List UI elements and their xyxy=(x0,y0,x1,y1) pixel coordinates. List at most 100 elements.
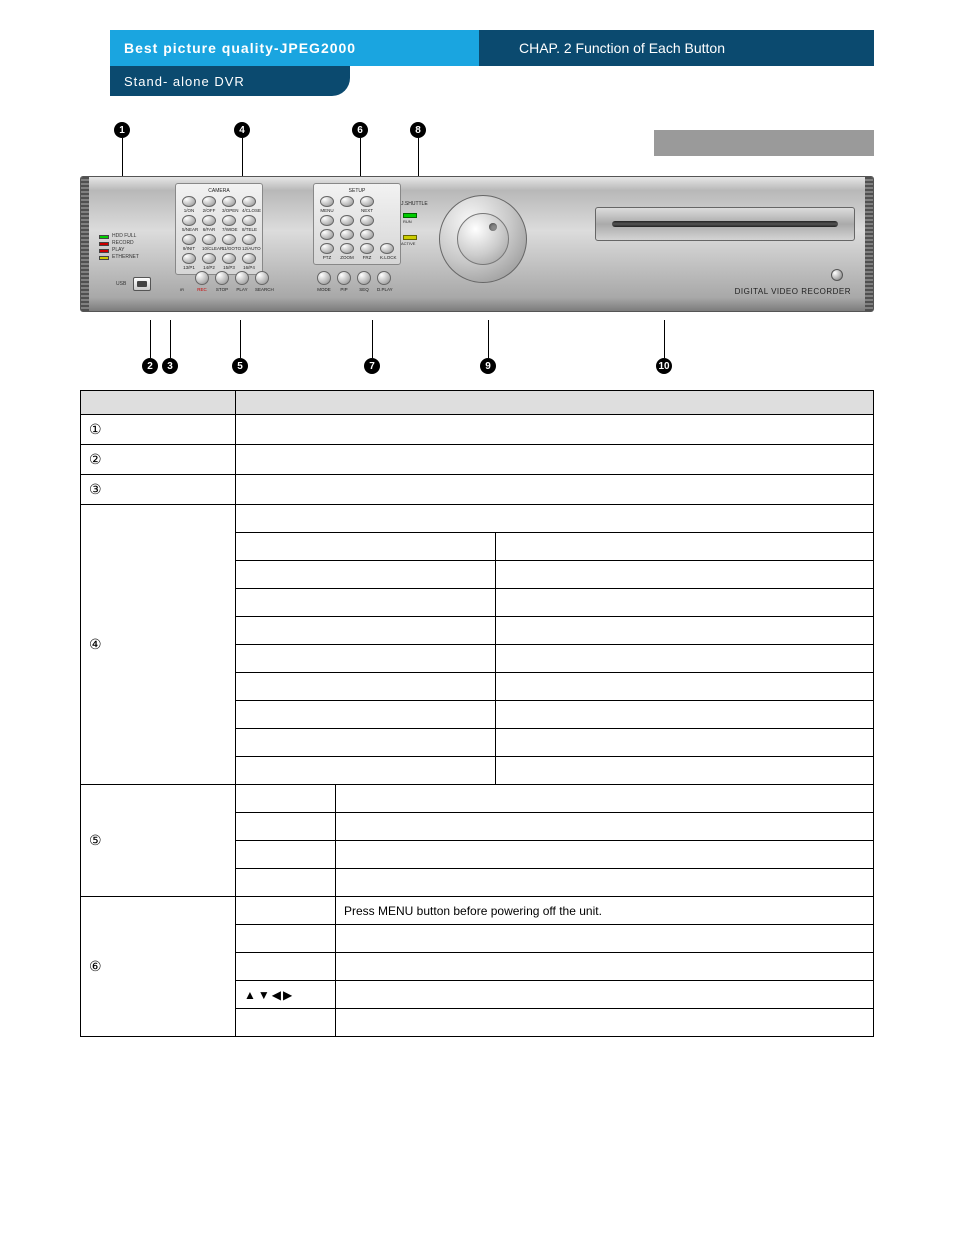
row-sub-b xyxy=(496,645,874,673)
th-num xyxy=(81,391,236,415)
camera-button[interactable] xyxy=(202,253,216,264)
setup-button[interactable] xyxy=(340,243,354,254)
row-sub-b: Press MENU button before powering off th… xyxy=(336,897,874,925)
row-sub-a xyxy=(236,561,496,589)
setup-button[interactable] xyxy=(360,196,374,207)
camera-button[interactable] xyxy=(242,215,256,226)
row-desc xyxy=(236,415,874,445)
camera-button[interactable] xyxy=(182,196,196,207)
row-sub-a xyxy=(236,925,336,953)
row-number: ⑤ xyxy=(89,832,102,848)
setup-button-group: SETUP MENUNEXTPTZZOOMFRZK.LOCK xyxy=(313,183,401,265)
status-led: HDD FULL xyxy=(99,233,139,240)
camera-button[interactable] xyxy=(222,196,236,207)
row-sub-a xyxy=(236,701,496,729)
camera-button-label: 8/TELE xyxy=(242,227,256,232)
jshuttle-active-led xyxy=(403,235,417,240)
camera-button-label: 10/CLEAR xyxy=(202,246,216,251)
camera-button-label: 11/GOTO xyxy=(222,246,236,251)
callout-6: 6 xyxy=(352,122,368,138)
setup-button-label: MENU xyxy=(320,208,334,213)
function-table: ① ② ③ ④ ⑤ ⑥Press MENU button before powering … xyxy=(80,390,874,1037)
row-sub-a xyxy=(236,617,496,645)
mode-label: SEQ xyxy=(357,287,371,292)
mode-pip-button[interactable] xyxy=(337,271,351,285)
mode-buttons: MODEPIPSEQD.PLAY xyxy=(317,271,391,292)
camera-button[interactable] xyxy=(242,196,256,207)
status-led: PLAY xyxy=(99,247,139,254)
jshuttle-label: J.SHUTTLE xyxy=(401,201,428,207)
transport-rec-button[interactable] xyxy=(195,271,209,285)
mode-d.play-button[interactable] xyxy=(377,271,391,285)
camera-button-label: 7/WIDE xyxy=(222,227,236,232)
setup-button[interactable] xyxy=(360,243,374,254)
panel-grip-right xyxy=(865,177,873,311)
setup-button[interactable] xyxy=(320,229,334,240)
table-row: ① xyxy=(81,415,874,445)
setup-button[interactable] xyxy=(340,196,354,207)
setup-button[interactable] xyxy=(320,196,334,207)
setup-button[interactable] xyxy=(360,229,374,240)
camera-button[interactable] xyxy=(242,234,256,245)
row-sub-a xyxy=(236,953,336,981)
transport-search-button[interactable] xyxy=(255,271,269,285)
camera-button[interactable] xyxy=(202,234,216,245)
row-number: ② xyxy=(89,451,102,467)
dvr-product-label: DIGITAL VIDEO RECORDER xyxy=(735,287,851,296)
header-bar: Best picture quality - JPEG2000 CHAP. 2 … xyxy=(110,30,874,66)
camera-button[interactable] xyxy=(182,234,196,245)
callout-3: 3 xyxy=(162,358,178,374)
row-sub-a xyxy=(236,729,496,757)
transport-stop-button[interactable] xyxy=(215,271,229,285)
table-row: ④ xyxy=(81,505,874,533)
cdrw-drive[interactable] xyxy=(595,207,855,241)
setup-button[interactable] xyxy=(320,243,334,254)
camera-button[interactable] xyxy=(222,234,236,245)
page: Best picture quality - JPEG2000 CHAP. 2 … xyxy=(0,0,954,1077)
camera-button[interactable] xyxy=(222,215,236,226)
camera-button[interactable] xyxy=(222,253,236,264)
setup-group-title: SETUP xyxy=(320,188,394,194)
camera-button[interactable] xyxy=(182,215,196,226)
row-desc xyxy=(236,505,874,533)
row-sub-a: ▲▼◀▶ xyxy=(236,981,336,1009)
chapter-label: CHAP. 2 Function of Each Button xyxy=(519,40,725,56)
header-subtitle: Stand- alone DVR xyxy=(110,66,350,96)
row-sub-a xyxy=(236,785,336,813)
camera-button-label: 5/NEAR xyxy=(182,227,196,232)
row-sub-a xyxy=(236,897,336,925)
dvr-front-panel: HDD FULLRECORDPLAYETHERNET USB CAMERA 1/… xyxy=(80,176,874,312)
transport-play-button[interactable] xyxy=(235,271,249,285)
row-sub-b xyxy=(336,813,874,841)
setup-button[interactable] xyxy=(380,243,394,254)
camera-button[interactable] xyxy=(182,253,196,264)
mode-seq-button[interactable] xyxy=(357,271,371,285)
setup-button-label: FRZ xyxy=(360,255,374,260)
camera-button[interactable] xyxy=(202,196,216,207)
mode-mode-button[interactable] xyxy=(317,271,331,285)
callout-8: 8 xyxy=(410,122,426,138)
th-desc xyxy=(236,391,874,415)
camera-button[interactable] xyxy=(242,253,256,264)
setup-button[interactable] xyxy=(320,215,334,226)
setup-button[interactable] xyxy=(340,215,354,226)
front-panel-diagram: 1468 HDD FULLRECORDPLAYETHERNET USB CAME… xyxy=(80,176,874,380)
camera-button-label: 16/P4 xyxy=(242,265,256,270)
usb-port[interactable] xyxy=(133,277,151,291)
row-sub-b xyxy=(496,561,874,589)
camera-button-label: 14/P2 xyxy=(202,265,216,270)
jog-shuttle-dial[interactable] xyxy=(439,195,527,283)
camera-button[interactable] xyxy=(202,215,216,226)
row-sub-b xyxy=(496,757,874,785)
setup-button[interactable] xyxy=(340,229,354,240)
camera-button-group: CAMERA 1/ON2/OFF3/OPEN4/CLOSE5/NEAR6/FAR… xyxy=(175,183,263,275)
power-led xyxy=(831,269,843,281)
camera-button-label: 13/P1 xyxy=(182,265,196,270)
subtitle-text: Stand- alone DVR xyxy=(124,74,245,89)
row-sub-a xyxy=(236,841,336,869)
table-row: ⑥Press MENU button before powering off t… xyxy=(81,897,874,925)
setup-button[interactable] xyxy=(360,215,374,226)
row-number: ③ xyxy=(89,481,102,497)
camera-button-label: 12/AUTO xyxy=(242,246,256,251)
row-sub-a xyxy=(236,589,496,617)
